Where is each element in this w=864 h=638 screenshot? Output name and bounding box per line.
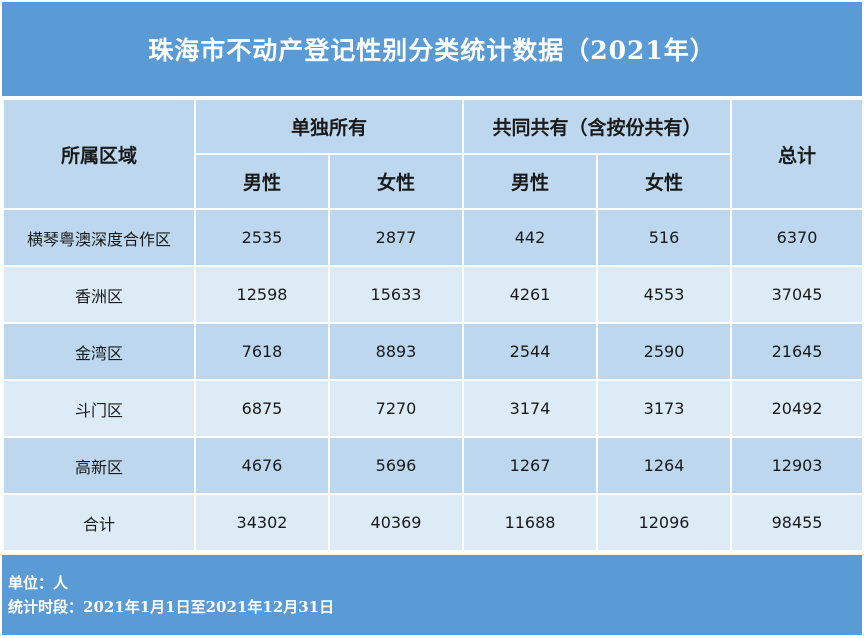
table-row: 斗门区 6875 7270 3174 3173 20492: [2, 379, 864, 438]
header-sole-ownership: 单独所有: [193, 98, 465, 155]
table-row: 金湾区 7618 8893 2544 2590 21645: [2, 322, 864, 381]
header-joint-female: 女性: [596, 153, 733, 210]
joint-female-cell: 1264: [596, 436, 733, 495]
sole-female-cell: 2877: [327, 208, 465, 267]
joint-female-cell: 2590: [596, 322, 733, 381]
total-cell: 37045: [730, 265, 864, 324]
sole-female-cell: 8893: [327, 322, 465, 381]
statistics-table: 所属区域 单独所有 共同共有（含按份共有） 总计 男性 女性 男性 女性 横琴粤…: [2, 98, 864, 552]
joint-male-cell: 1267: [462, 436, 599, 495]
joint-male-cell: 3174: [462, 379, 599, 438]
sole-male-cell: 2535: [194, 208, 330, 267]
joint-male-cell: 442: [462, 208, 599, 267]
table-footnote: 单位：人 统计时段：2021年1月1日至2021年12月31日: [2, 555, 862, 635]
joint-male-cell: 11688: [462, 493, 599, 552]
region-cell: 合计: [2, 493, 196, 552]
region-cell: 横琴粤澳深度合作区: [2, 208, 196, 267]
region-cell: 高新区: [2, 436, 196, 495]
region-cell: 斗门区: [2, 379, 196, 438]
sole-male-cell: 7618: [194, 322, 330, 381]
joint-female-cell: 12096: [596, 493, 733, 552]
table-row-total: 合计 34302 40369 11688 12096 98455: [2, 493, 864, 552]
header-sole-male: 男性: [194, 153, 330, 210]
sole-female-cell: 15633: [327, 265, 465, 324]
total-cell: 6370: [730, 208, 864, 267]
joint-female-cell: 4553: [596, 265, 733, 324]
header-total: 总计: [730, 98, 864, 210]
header-sole-female: 女性: [327, 153, 465, 210]
unit-note: 单位：人: [8, 574, 69, 592]
region-cell: 香洲区: [2, 265, 196, 324]
region-cell: 金湾区: [2, 322, 196, 381]
header-region: 所属区域: [2, 98, 196, 210]
total-cell: 12903: [730, 436, 864, 495]
sole-male-cell: 12598: [194, 265, 330, 324]
total-cell: 98455: [730, 493, 864, 552]
table-row: 香洲区 12598 15633 4261 4553 37045: [2, 265, 864, 324]
total-cell: 20492: [730, 379, 864, 438]
sole-female-cell: 7270: [327, 379, 465, 438]
table-row: 横琴粤澳深度合作区 2535 2877 442 516 6370: [2, 208, 864, 267]
joint-female-cell: 3173: [596, 379, 733, 438]
period-note: 统计时段：2021年1月1日至2021年12月31日: [8, 598, 335, 616]
sole-female-cell: 40369: [327, 493, 465, 552]
sole-male-cell: 6875: [194, 379, 330, 438]
joint-male-cell: 2544: [462, 322, 599, 381]
sole-male-cell: 4676: [194, 436, 330, 495]
table-title: 珠海市不动产登记性别分类统计数据（2021年）: [2, 2, 862, 96]
header-joint-ownership: 共同共有（含按份共有）: [462, 98, 733, 155]
joint-female-cell: 516: [596, 208, 733, 267]
header-joint-male: 男性: [462, 153, 599, 210]
joint-male-cell: 4261: [462, 265, 599, 324]
total-cell: 21645: [730, 322, 864, 381]
sole-female-cell: 5696: [327, 436, 465, 495]
table-row: 高新区 4676 5696 1267 1264 12903: [2, 436, 864, 495]
sole-male-cell: 34302: [194, 493, 330, 552]
